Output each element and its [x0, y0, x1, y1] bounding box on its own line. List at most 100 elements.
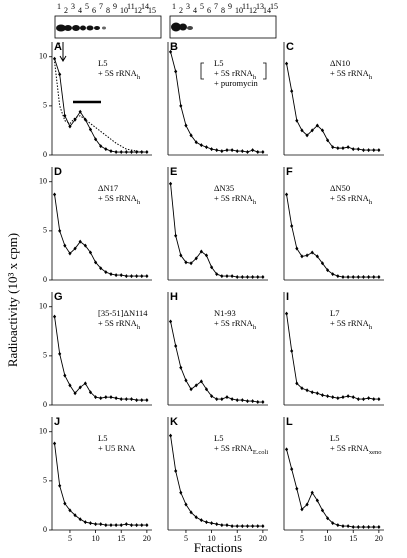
annotation: + 5S rRNAh: [330, 68, 373, 81]
marker: [58, 351, 62, 356]
marker: [135, 274, 139, 279]
marker: [88, 521, 93, 526]
marker: [320, 261, 325, 266]
marker: [215, 522, 219, 527]
marker: [68, 508, 72, 513]
marker: [351, 275, 355, 280]
marker: [104, 147, 108, 152]
marker: [83, 520, 87, 525]
marker: [305, 253, 309, 258]
panel-letter: A: [54, 41, 62, 53]
marker: [114, 396, 118, 401]
marker: [119, 397, 123, 402]
annotation-text: + 5S rRNA: [214, 443, 254, 453]
annotation-subscript: h: [253, 199, 257, 206]
marker: [251, 148, 255, 153]
marker: [300, 254, 304, 259]
marker: [290, 89, 294, 94]
marker: [341, 395, 345, 400]
marker: [377, 275, 381, 280]
marker: [284, 447, 289, 452]
annotation-text: + 5S rRNA: [330, 443, 370, 453]
panel-letter: B: [170, 41, 178, 53]
marker: [184, 502, 188, 507]
marker: [68, 251, 72, 256]
marker: [372, 397, 376, 402]
panel-letter: D: [54, 166, 62, 178]
annotation-text: + 5S rRNA: [214, 68, 254, 78]
marker: [93, 522, 98, 527]
marker: [372, 148, 376, 153]
panel-letter: K: [170, 416, 178, 428]
marker: [230, 397, 234, 402]
marker: [93, 137, 98, 142]
marker: [284, 61, 289, 66]
marker: [235, 275, 239, 280]
marker: [356, 147, 360, 152]
marker: [83, 381, 87, 386]
marker: [220, 274, 224, 279]
marker: [240, 398, 244, 403]
marker: [204, 253, 209, 258]
annotation: + 5S rRNAh: [214, 318, 257, 331]
y-tick-label: 5: [43, 351, 47, 360]
marker: [88, 390, 93, 395]
marker: [145, 523, 149, 528]
marker: [189, 387, 193, 392]
marker: [78, 239, 82, 244]
marker: [135, 523, 139, 528]
lane-number: 12: [249, 6, 257, 15]
marker: [78, 517, 82, 522]
annotation-subscript: h: [369, 199, 373, 206]
marker: [341, 146, 345, 151]
marker: [320, 128, 325, 133]
marker: [230, 524, 234, 529]
lane-number: 10: [235, 6, 243, 15]
marker: [189, 133, 193, 138]
marker: [315, 123, 319, 128]
marker: [377, 397, 381, 402]
marker: [256, 275, 260, 280]
marker: [331, 145, 335, 150]
y-tick-label: 10: [39, 427, 47, 436]
marker: [124, 397, 128, 402]
annotation: + 5S rRNAh: [98, 68, 141, 81]
marker: [209, 265, 214, 270]
marker: [261, 150, 265, 155]
marker: [63, 113, 67, 118]
marker: [367, 275, 371, 280]
marker: [240, 149, 244, 154]
annotation: + 5S rRNAh: [330, 193, 373, 206]
marker: [215, 272, 219, 277]
marker: [315, 254, 319, 259]
annotation-text: + 5S rRNA: [98, 193, 138, 203]
marker: [251, 275, 255, 280]
marker: [361, 397, 366, 402]
lane-number: 4: [78, 6, 82, 15]
lane-number: 9: [113, 2, 117, 11]
marker: [367, 396, 371, 401]
marker: [68, 124, 72, 129]
annotation: ΔN35: [214, 183, 234, 193]
marker: [235, 149, 239, 154]
arrow: [57, 42, 67, 62]
marker: [129, 274, 134, 279]
lane-number: 8: [221, 6, 225, 15]
marker: [290, 348, 294, 353]
series-line: [54, 443, 147, 526]
x-tick-label: 15: [117, 534, 125, 543]
marker: [372, 525, 376, 530]
marker: [325, 268, 330, 273]
annotation-text: ΔN35: [214, 183, 234, 193]
marker: [204, 145, 209, 150]
marker: [295, 381, 299, 386]
bracket: [200, 62, 267, 80]
marker: [52, 441, 57, 446]
marker: [346, 145, 350, 150]
marker: [315, 498, 319, 503]
y-tick-label: 5: [43, 226, 47, 235]
y-tick-label: 5: [43, 101, 47, 110]
marker: [104, 395, 108, 400]
x-tick-label: 20: [259, 534, 267, 543]
panel-letter: C: [286, 41, 294, 53]
